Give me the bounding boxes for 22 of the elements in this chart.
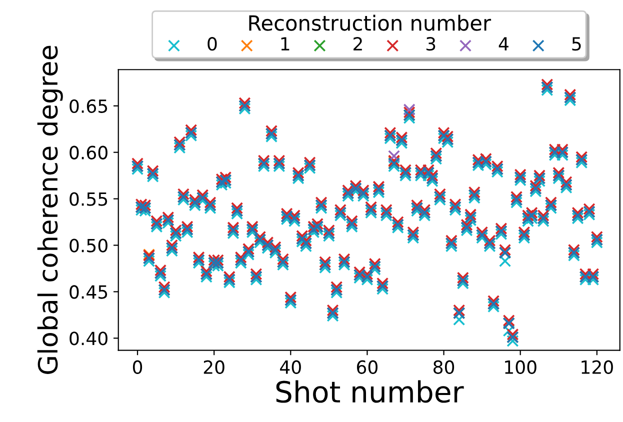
legend-title: Reconstruction number — [249, 14, 492, 31]
legend-label: 4 — [498, 37, 508, 50]
legend-label: 5 — [572, 37, 581, 51]
y-tick-label: 0.65 — [70, 99, 108, 113]
legend-label: 2 — [354, 37, 362, 50]
legend-label: 1 — [281, 37, 290, 50]
y-tick-label: 0.40 — [70, 332, 108, 346]
y-tick-label: 0.50 — [70, 238, 108, 252]
x-tick-label: 120 — [582, 360, 613, 374]
y-tick-label: 0.45 — [70, 285, 108, 299]
y-axis-title: Global coherence degree — [37, 46, 63, 374]
x-tick-label: 60 — [356, 360, 378, 374]
x-tick-label: 40 — [280, 360, 301, 374]
legend-label: 3 — [426, 37, 436, 51]
x-tick-label: 100 — [505, 360, 536, 374]
y-tick-label: 0.55 — [70, 192, 108, 206]
x-tick-label: 80 — [434, 360, 454, 374]
x-axis-title: Shot number — [276, 380, 464, 403]
x-tick-label: 20 — [204, 360, 224, 374]
legend-label: 0 — [208, 37, 217, 51]
x-tick-label: 0 — [132, 360, 142, 374]
y-tick-label: 0.60 — [70, 146, 108, 160]
